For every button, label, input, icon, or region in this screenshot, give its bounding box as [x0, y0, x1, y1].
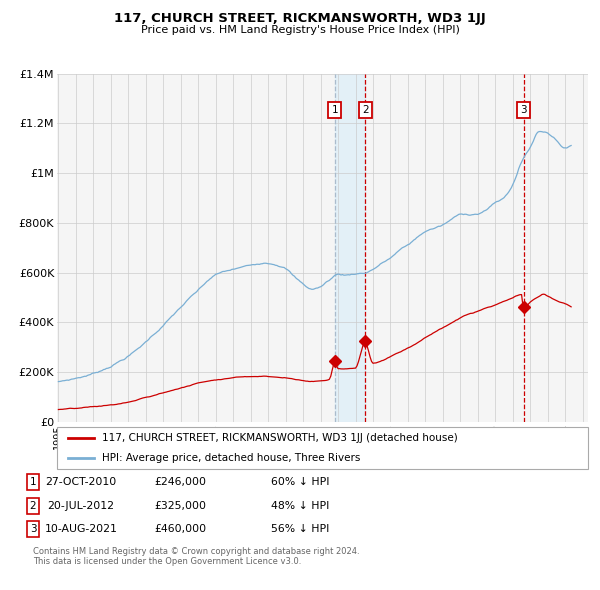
Text: £246,000: £246,000	[154, 477, 206, 487]
Text: 3: 3	[29, 525, 37, 534]
Text: 20-JUL-2012: 20-JUL-2012	[47, 501, 115, 510]
Text: 2: 2	[29, 501, 37, 510]
Bar	[335, 74, 365, 422]
Text: 1: 1	[332, 105, 338, 115]
Text: 10-AUG-2021: 10-AUG-2021	[44, 525, 118, 534]
Text: 48% ↓ HPI: 48% ↓ HPI	[271, 501, 329, 510]
Text: £460,000: £460,000	[154, 525, 206, 534]
Text: £325,000: £325,000	[154, 501, 206, 510]
Text: 2: 2	[362, 105, 368, 115]
Text: 56% ↓ HPI: 56% ↓ HPI	[271, 525, 329, 534]
Text: HPI: Average price, detached house, Three Rivers: HPI: Average price, detached house, Thre…	[102, 453, 361, 463]
Text: 117, CHURCH STREET, RICKMANSWORTH, WD3 1JJ: 117, CHURCH STREET, RICKMANSWORTH, WD3 1…	[114, 12, 486, 25]
Text: 117, CHURCH STREET, RICKMANSWORTH, WD3 1JJ (detached house): 117, CHURCH STREET, RICKMANSWORTH, WD3 1…	[102, 432, 458, 442]
Text: Price paid vs. HM Land Registry's House Price Index (HPI): Price paid vs. HM Land Registry's House …	[140, 25, 460, 35]
Text: 1: 1	[29, 477, 37, 487]
Text: 60% ↓ HPI: 60% ↓ HPI	[271, 477, 329, 487]
Text: This data is licensed under the Open Government Licence v3.0.: This data is licensed under the Open Gov…	[33, 558, 301, 566]
Text: Contains HM Land Registry data © Crown copyright and database right 2024.: Contains HM Land Registry data © Crown c…	[33, 547, 359, 556]
Text: 3: 3	[520, 105, 527, 115]
Text: 27-OCT-2010: 27-OCT-2010	[46, 477, 116, 487]
